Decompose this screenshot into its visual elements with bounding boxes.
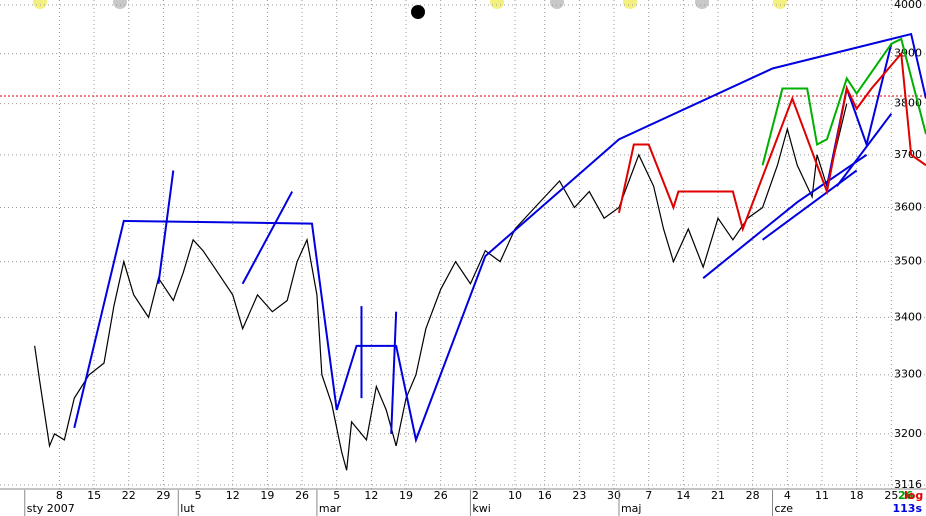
- month-label: sty 2007: [27, 502, 75, 515]
- month-label: cze: [774, 502, 793, 515]
- trend-line: [836, 113, 893, 187]
- event-icon: [695, 0, 709, 9]
- event-icon: [411, 5, 425, 19]
- trend-line: [702, 154, 868, 279]
- y-tick-label: 3116: [894, 478, 922, 491]
- x-tick-label: 29: [156, 489, 170, 502]
- x-tick-label: 11: [815, 489, 829, 502]
- x-tick-label: 5: [195, 489, 202, 502]
- month-label: lut: [180, 502, 195, 515]
- trend-line: [73, 32, 926, 444]
- x-tick-label: 12: [364, 489, 378, 502]
- x-tick-label: 28: [746, 489, 760, 502]
- trend-line: [618, 51, 926, 233]
- x-tick-label: 10: [508, 489, 522, 502]
- x-tick-label: 19: [260, 489, 274, 502]
- trend-line: [390, 311, 398, 434]
- x-tick-label: 23: [572, 489, 586, 502]
- y-tick-label: 3400: [894, 310, 922, 323]
- month-label: kwi: [472, 502, 490, 515]
- status-label: 113s: [892, 502, 922, 515]
- x-tick-label: 22: [122, 489, 136, 502]
- x-tick-label: 14: [676, 489, 690, 502]
- status-label: log: [904, 489, 923, 502]
- event-icon: [33, 0, 47, 9]
- status-label: 26: [898, 489, 914, 502]
- x-tick-label: 8: [56, 489, 63, 502]
- price-line: [34, 103, 848, 471]
- x-tick-label: 30: [607, 489, 621, 502]
- x-tick-label: 2: [472, 489, 479, 502]
- y-tick-label: 3300: [894, 368, 922, 381]
- y-tick-label: 3200: [894, 427, 922, 440]
- y-tick-label: 3500: [894, 255, 922, 268]
- event-icon: [550, 0, 564, 9]
- y-tick-label: 4000: [894, 0, 922, 11]
- x-tick-label: 25: [884, 489, 898, 502]
- event-icon: [623, 0, 637, 9]
- month-label: maj: [621, 502, 642, 515]
- trend-line: [241, 191, 294, 285]
- trend-line: [761, 37, 926, 166]
- x-tick-label: 26: [434, 489, 448, 502]
- y-tick-label: 3600: [894, 200, 922, 213]
- x-tick-label: 7: [645, 489, 652, 502]
- month-label: mar: [319, 502, 341, 515]
- x-tick-label: 26: [295, 489, 309, 502]
- event-icon: [113, 0, 127, 9]
- event-icon: [490, 0, 504, 9]
- trend-line: [157, 170, 175, 284]
- y-tick-label: 3800: [894, 97, 922, 110]
- x-tick-label: 15: [87, 489, 101, 502]
- x-tick-label: 21: [711, 489, 725, 502]
- x-tick-label: 12: [226, 489, 240, 502]
- event-icon: [773, 0, 787, 9]
- x-tick-label: 5: [333, 489, 340, 502]
- x-tick-label: 16: [538, 489, 552, 502]
- x-tick-label: 18: [850, 489, 864, 502]
- x-tick-label: 4: [784, 489, 791, 502]
- x-tick-label: 19: [399, 489, 413, 502]
